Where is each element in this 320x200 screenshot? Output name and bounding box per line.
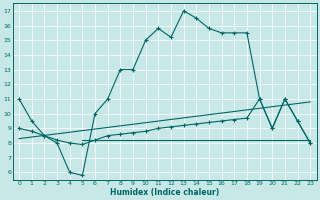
X-axis label: Humidex (Indice chaleur): Humidex (Indice chaleur) [110,188,219,197]
